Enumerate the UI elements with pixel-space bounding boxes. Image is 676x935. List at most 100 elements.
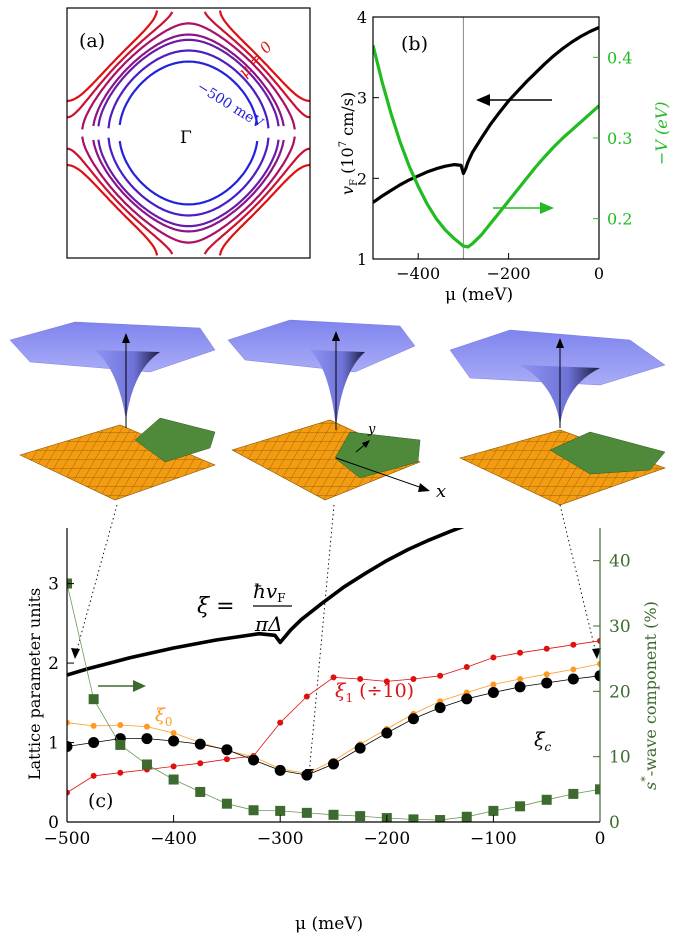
gamma-label: Γ: [180, 128, 192, 148]
xi1-series-point: [463, 664, 470, 671]
fermi-contour: [81, 136, 296, 244]
xi1-series-point: [570, 641, 577, 648]
x-axis-label: x: [436, 481, 446, 502]
panel-b: −400 −200 0 1 2 3 4 0.2 0.3 0.4 (b) vF (107 cm/s)…: [338, 8, 671, 305]
xic-series-point: [88, 737, 100, 749]
y-tick-label: 0: [48, 813, 59, 833]
surface-3-base: [459, 429, 666, 506]
xi0-series-point: [490, 681, 497, 688]
swave-series-point: [541, 794, 552, 805]
y-right-tick-label: 10: [609, 748, 631, 768]
xic-series-point: [354, 742, 366, 754]
xi1-series-point: [410, 675, 417, 682]
xic-series-point: [594, 670, 600, 682]
xi-formula: ξ = ħvF πΔ: [197, 579, 292, 636]
surface-3-arrowhead: [556, 338, 564, 348]
y-right-tick-label: 30: [609, 617, 631, 637]
xi0-series-point: [143, 723, 150, 730]
panel-b-ylabel-right: −V (eV): [652, 101, 671, 165]
swave-series-point: [328, 809, 339, 820]
xic-series-point: [274, 764, 286, 776]
swave-series-point: [115, 739, 126, 750]
panel-b-ylabel-left: vF (107 cm/s): [338, 92, 360, 195]
xic-series-point: [67, 741, 73, 753]
xic-series-point: [541, 677, 553, 689]
surface-2-arrowhead: [332, 331, 340, 341]
panel-b-label-text: (b): [401, 33, 428, 55]
xi0-series-point: [170, 730, 177, 737]
swave-series-point: [595, 784, 600, 795]
y-right-tick-label: 20: [609, 682, 631, 702]
xic-series-point: [194, 738, 206, 750]
surface-1-funnel: [95, 350, 160, 420]
fermi-contour: [81, 22, 296, 130]
fermi-contour: [97, 139, 280, 228]
fermi-contour: [97, 38, 280, 127]
surface-1: [9, 321, 216, 501]
xi1-series-point: [197, 760, 204, 767]
xi1-series-point: [330, 674, 337, 681]
swave-series-point: [568, 788, 579, 799]
surface-2: x y: [227, 319, 446, 502]
xic-series-point: [221, 744, 233, 756]
panel-c-ylabel-right: s*-wave component (%): [639, 601, 660, 790]
xi1-series-point: [543, 645, 550, 652]
xic-label: ξc: [534, 729, 551, 754]
xi0-series-point: [543, 671, 550, 678]
xi0-series-point: [117, 722, 124, 729]
x-tick-label: 0: [595, 829, 606, 849]
panel-b-xlabel: μ (meV): [445, 285, 513, 305]
swave-series-point: [488, 805, 499, 816]
surface-1-green: [134, 417, 216, 463]
swave-series-point: [195, 786, 206, 797]
x-tick-label: −300: [257, 829, 304, 849]
xi1-series-point: [517, 649, 524, 656]
y-right-tick-label: 0: [609, 813, 620, 833]
xi1-series-point: [597, 637, 600, 644]
xic-series-point: [301, 769, 313, 781]
x-tick-label: −400: [396, 264, 440, 283]
swave-series-point: [141, 759, 152, 770]
xic-series-point: [461, 693, 473, 705]
surface-3: [449, 329, 666, 506]
surface-2-green: [334, 431, 421, 479]
swave-series-point: [355, 811, 366, 822]
swave-series-point: [435, 815, 446, 822]
fermi-contour: [67, 147, 310, 255]
xi1-series-point: [67, 789, 70, 796]
y-axis-arrowhead: [362, 440, 370, 448]
xi0-series-point: [90, 722, 97, 729]
x-tick-label: −200: [487, 264, 531, 283]
y-tick-label: 2: [48, 654, 59, 674]
xic-series-point: [434, 702, 446, 714]
formula-lhs: ξ =: [197, 594, 235, 619]
xic-series-point: [487, 686, 499, 698]
fermi-contour: [107, 137, 270, 217]
green-right-arrow: [493, 202, 554, 214]
swave-series-point: [88, 694, 99, 705]
panel-c-ylabel-left: Lattice parameter units: [25, 588, 44, 780]
swave-series-point: [168, 774, 179, 785]
xic-series-point: [381, 727, 393, 739]
surface-3-green: [549, 431, 666, 475]
surface-2-funnel: [310, 350, 365, 428]
swave-series-point: [301, 807, 312, 818]
swave-series-point: [221, 798, 232, 809]
xic-series-point: [168, 735, 180, 747]
xi0-series-point: [597, 660, 600, 667]
surface-1-arrowhead: [122, 333, 130, 343]
fermi-contour: [118, 140, 259, 206]
panel-a-label: (a): [79, 30, 105, 52]
surface-1-base: [19, 424, 216, 501]
xi1-series-point: [90, 772, 97, 779]
fermi-contour: [107, 49, 270, 129]
y-tick-label: 1: [357, 250, 367, 269]
black-left-arrow: [476, 94, 552, 106]
y-tick-label: 1: [48, 734, 59, 754]
xi1-series-point: [303, 693, 310, 700]
xi0-label: ξ0: [155, 705, 173, 729]
xi1-label: ξ1 (÷10): [335, 680, 414, 705]
green-arrow-c: [98, 680, 146, 692]
